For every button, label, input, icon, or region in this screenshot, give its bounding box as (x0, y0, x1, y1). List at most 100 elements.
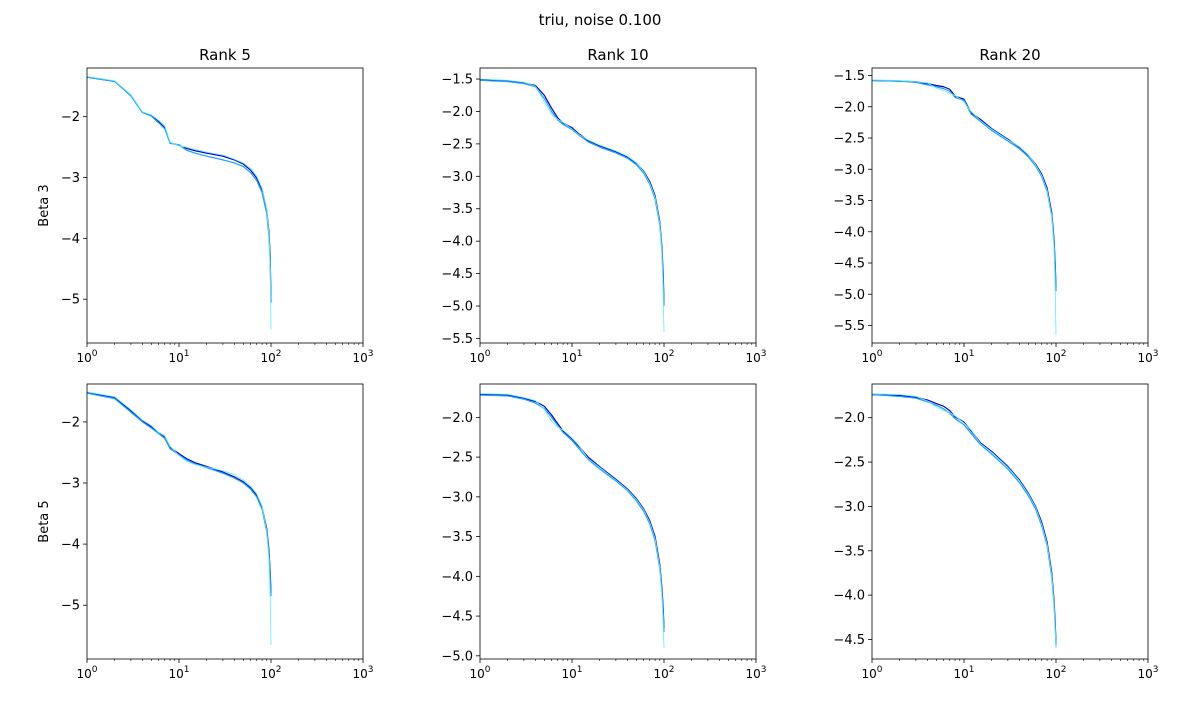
y-tick-label: −3.5 (441, 202, 473, 217)
axes-frame (86, 383, 364, 660)
y-tick-label: −3 (61, 477, 80, 492)
y-tick-label: −4 (61, 232, 80, 247)
series-line-2 (480, 79, 665, 307)
series-line-3 (872, 393, 1057, 649)
y-tick-label: −2.5 (441, 451, 473, 466)
y-tick-label: −5.5 (441, 332, 473, 347)
y-tick-label: −2 (61, 110, 80, 125)
y-tick-label: −2.5 (833, 132, 865, 147)
series-line-3 (87, 391, 272, 645)
y-tick-label: −3.5 (833, 544, 865, 559)
x-tick-label: 100 (469, 349, 490, 365)
y-tick-label: −3.5 (833, 194, 865, 209)
y-tick-label: −5.0 (441, 300, 473, 315)
subplot-title: Rank 5 (199, 46, 251, 64)
y-tick-label: −5.0 (441, 649, 473, 664)
x-tick-label: 100 (469, 665, 490, 681)
series-line-2 (872, 79, 1057, 292)
y-tick-label: −3.0 (441, 170, 473, 185)
y-tick-label: −3 (61, 171, 80, 186)
x-tick-label: 102 (260, 349, 281, 365)
y-tick-label: −4.0 (441, 235, 473, 250)
y-tick-label: −3.0 (833, 163, 865, 178)
x-tick-label: 100 (861, 665, 882, 681)
y-tick-label: −2.0 (833, 411, 865, 426)
series-line-1 (480, 79, 665, 303)
y-tick-label: −2.5 (441, 137, 473, 152)
y-axis-label: Beta 5 (37, 500, 52, 542)
y-tick-label: −4.5 (441, 610, 473, 625)
series-line-1 (87, 391, 272, 594)
x-tick-label: 103 (1137, 665, 1158, 681)
series-line-1 (87, 76, 272, 303)
subplot-1: 100 101 102 103 −2 −3 −4 −5 Rank 5 Beta 3 (37, 46, 374, 365)
y-tick-label: −1.5 (441, 73, 473, 88)
subplot-6: 100 101 102 103 −2.0 −2.5 −3.0 −3.5 −4.0 −4.5 (833, 383, 1159, 681)
series-line-2 (872, 394, 1057, 647)
subplot-title: Rank 10 (587, 46, 648, 64)
axes-frame (479, 383, 757, 660)
x-tick-label: 102 (260, 665, 281, 681)
x-tick-label: 101 (953, 349, 974, 365)
series-line-3 (480, 393, 665, 648)
axes-frame (871, 383, 1149, 660)
subplot-4: 100 101 102 103 −2 −3 −4 −5 Beta 5 (37, 383, 374, 681)
y-tick-label: −2.0 (833, 100, 865, 115)
series-line-1 (872, 79, 1057, 289)
axes-frame (479, 67, 757, 344)
x-tick-label: 100 (861, 349, 882, 365)
x-tick-label: 103 (352, 349, 373, 365)
y-tick-label: −4.0 (441, 570, 473, 585)
subplot-title: Rank 20 (979, 46, 1040, 64)
y-tick-label: −5 (61, 293, 80, 308)
y-tick-label: −4.0 (833, 589, 865, 604)
series-line-2 (87, 76, 272, 303)
x-tick-label: 101 (953, 665, 974, 681)
x-tick-label: 102 (1045, 349, 1066, 365)
y-tick-label: −5.5 (833, 319, 865, 334)
subplot-2: 100 101 102 103 −1.5 −2.0 −2.5 −3.0 −3.5 −4.0 −4.5… (441, 46, 766, 365)
y-tick-label: −4.5 (441, 267, 473, 282)
x-tick-label: 103 (352, 665, 373, 681)
subplot-5: 100 101 102 103 −2.0 −2.5 −3.0 −3.5 −4.0 −4.5 −5.0 (441, 383, 767, 681)
x-tick-label: 102 (653, 349, 674, 365)
x-tick-label: 101 (561, 349, 582, 365)
series-line-3 (480, 78, 665, 332)
y-tick-label: −4.5 (833, 633, 865, 648)
x-tick-label: 103 (1137, 349, 1158, 365)
y-tick-label: −5.0 (833, 288, 865, 303)
series-line-2 (480, 394, 665, 633)
y-tick-label: −2 (61, 415, 80, 430)
series-line-3 (872, 79, 1057, 335)
figure-suptitle: triu, noise 0.100 (539, 11, 662, 29)
axes-frame (86, 67, 364, 344)
series-line-3 (87, 76, 272, 330)
y-tick-label: −5 (61, 599, 80, 614)
y-axis-label: Beta 3 (37, 184, 52, 226)
x-tick-label: 102 (1045, 665, 1066, 681)
y-tick-label: −4.5 (833, 257, 865, 272)
y-tick-label: −2.0 (441, 105, 473, 120)
axes-frame (871, 67, 1149, 344)
y-tick-label: −3.0 (833, 500, 865, 515)
x-tick-label: 100 (76, 349, 97, 365)
series-line-2 (87, 392, 272, 597)
x-tick-label: 101 (561, 665, 582, 681)
y-tick-label: −1.5 (833, 69, 865, 84)
y-tick-label: −3.5 (441, 530, 473, 545)
x-tick-label: 100 (76, 665, 97, 681)
y-tick-label: −4 (61, 538, 80, 553)
y-tick-label: −2.5 (833, 456, 865, 471)
y-tick-label: −2.0 (441, 411, 473, 426)
y-tick-label: −4.0 (833, 225, 865, 240)
y-tick-label: −3.0 (441, 490, 473, 505)
series-line-1 (872, 394, 1057, 644)
x-tick-label: 102 (653, 665, 674, 681)
subplot-3: 100 101 102 103 −1.5 −2.0 −2.5 −3.0 −3.5 −4.0 −4.5… (833, 46, 1158, 365)
series-line-1 (480, 393, 665, 629)
x-tick-label: 103 (745, 349, 766, 365)
x-tick-label: 101 (168, 349, 189, 365)
x-tick-label: 103 (745, 665, 766, 681)
